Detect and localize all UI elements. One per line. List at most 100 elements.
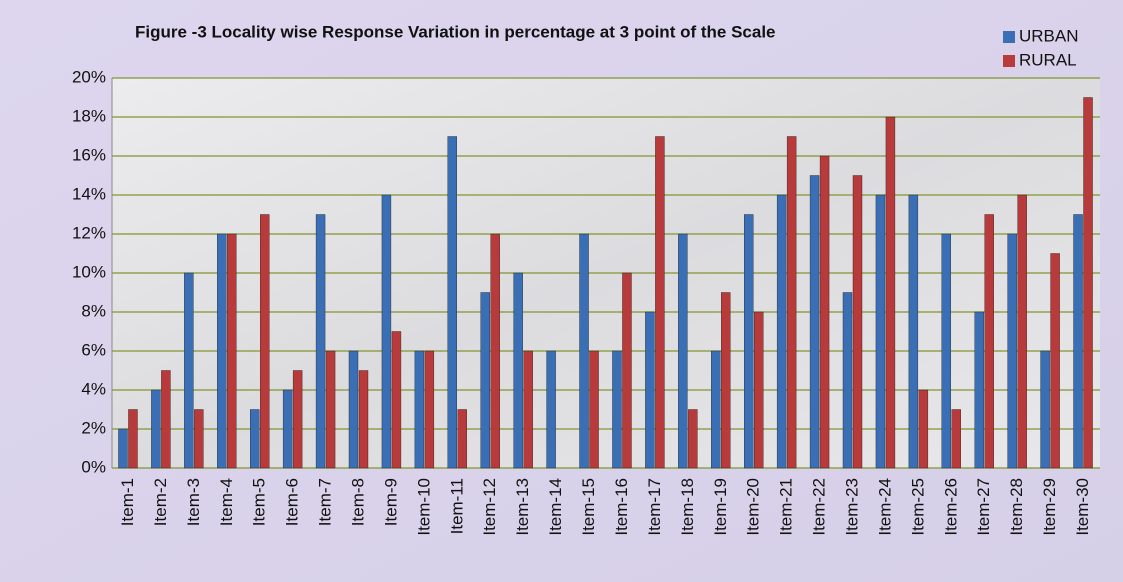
x-tick-label: Item-10 <box>414 478 433 536</box>
y-tick-label: 10% <box>72 262 106 281</box>
bar <box>655 136 665 469</box>
bar <box>612 350 622 469</box>
bar <box>974 311 984 469</box>
bar <box>875 194 886 469</box>
bar <box>842 292 853 469</box>
bar <box>151 389 161 469</box>
x-tick-label: Item-5 <box>250 478 269 526</box>
y-tick-label: 6% <box>81 340 106 359</box>
bar <box>447 136 457 469</box>
x-tick-label: Item-20 <box>744 478 763 536</box>
y-tick-label: 8% <box>81 301 106 320</box>
bar <box>315 214 326 469</box>
x-tick-label: Item-15 <box>579 478 598 536</box>
bar <box>249 409 260 469</box>
bar <box>513 272 523 469</box>
x-tick-label: Item-17 <box>645 478 664 536</box>
bar <box>325 350 336 469</box>
bar <box>819 155 830 469</box>
bar <box>546 350 556 469</box>
bar <box>260 214 270 469</box>
y-tick-label: 14% <box>72 184 106 203</box>
x-tick-label: Item-4 <box>217 478 236 526</box>
x-tick-label: Item-3 <box>184 478 203 526</box>
bar <box>951 409 961 469</box>
bar <box>744 214 754 469</box>
bar <box>1050 253 1060 469</box>
x-tick-label: Item-9 <box>381 478 400 526</box>
bar <box>391 331 402 469</box>
bar <box>523 350 533 469</box>
x-tick-label: Item-19 <box>711 478 730 536</box>
bar <box>457 409 467 469</box>
x-tick-label: Item-1 <box>118 478 137 526</box>
x-tick-label: Item-12 <box>480 478 499 536</box>
bar <box>754 311 764 469</box>
legend-swatch <box>1003 55 1015 67</box>
x-tick-label: Item-26 <box>941 478 960 536</box>
bar <box>589 350 599 469</box>
bar <box>480 292 490 469</box>
bar <box>622 272 632 469</box>
bar <box>579 233 589 469</box>
bar <box>984 214 994 469</box>
x-tick-label: Item-11 <box>447 478 466 534</box>
x-tick-label: Item-30 <box>1073 478 1092 536</box>
legend-swatch <box>1003 31 1015 43</box>
bar <box>908 194 919 469</box>
bar <box>809 175 820 469</box>
x-tick-label: Item-21 <box>777 478 796 536</box>
bar <box>852 175 863 469</box>
x-tick-label: Item-25 <box>908 478 927 536</box>
bar <box>184 272 194 469</box>
y-tick-label: 20% <box>72 67 106 86</box>
bar <box>1073 214 1083 469</box>
y-tick-label: 4% <box>81 379 106 398</box>
bar <box>282 389 293 469</box>
chart-title: Figure -3 Locality wise Response Variati… <box>135 22 776 41</box>
bar <box>358 370 369 469</box>
x-tick-label: Item-27 <box>974 478 993 536</box>
bar <box>227 233 237 469</box>
bar <box>348 350 359 469</box>
bar <box>645 311 655 469</box>
y-tick-label: 12% <box>72 223 106 242</box>
bar <box>711 350 721 469</box>
bar <box>217 233 227 469</box>
x-tick-label: Item-22 <box>810 478 829 536</box>
bar <box>776 194 787 469</box>
bar <box>1007 233 1017 469</box>
bar <box>721 292 731 469</box>
bar <box>490 233 500 469</box>
bar <box>688 409 698 469</box>
x-tick-label: Item-7 <box>316 478 335 526</box>
x-tick-label: Item-6 <box>283 478 302 526</box>
x-tick-label: Item-14 <box>546 478 565 536</box>
bar <box>1040 350 1050 469</box>
x-tick-label: Item-13 <box>513 478 532 536</box>
bar <box>128 409 138 469</box>
bar <box>161 370 171 469</box>
bar <box>381 194 392 469</box>
x-tick-label: Item-16 <box>612 478 631 536</box>
x-tick-label: Item-18 <box>678 478 697 536</box>
x-tick-label: Item-28 <box>1007 478 1026 536</box>
x-tick-label: Item-24 <box>875 478 894 536</box>
bar <box>1083 97 1093 469</box>
bar <box>414 350 425 469</box>
legend-label: RURAL <box>1019 50 1077 69</box>
legend-label: URBAN <box>1019 26 1079 45</box>
bar <box>786 136 797 469</box>
y-tick-label: 16% <box>72 145 106 164</box>
bar <box>918 389 929 469</box>
bar <box>941 233 951 469</box>
x-tick-label: Item-29 <box>1040 478 1059 536</box>
bar <box>424 350 435 469</box>
bar <box>678 233 688 469</box>
y-tick-label: 18% <box>72 106 106 125</box>
x-tick-label: Item-8 <box>348 478 367 526</box>
x-tick-label: Item-23 <box>842 478 861 536</box>
bar <box>885 116 896 469</box>
y-tick-label: 2% <box>81 418 106 437</box>
